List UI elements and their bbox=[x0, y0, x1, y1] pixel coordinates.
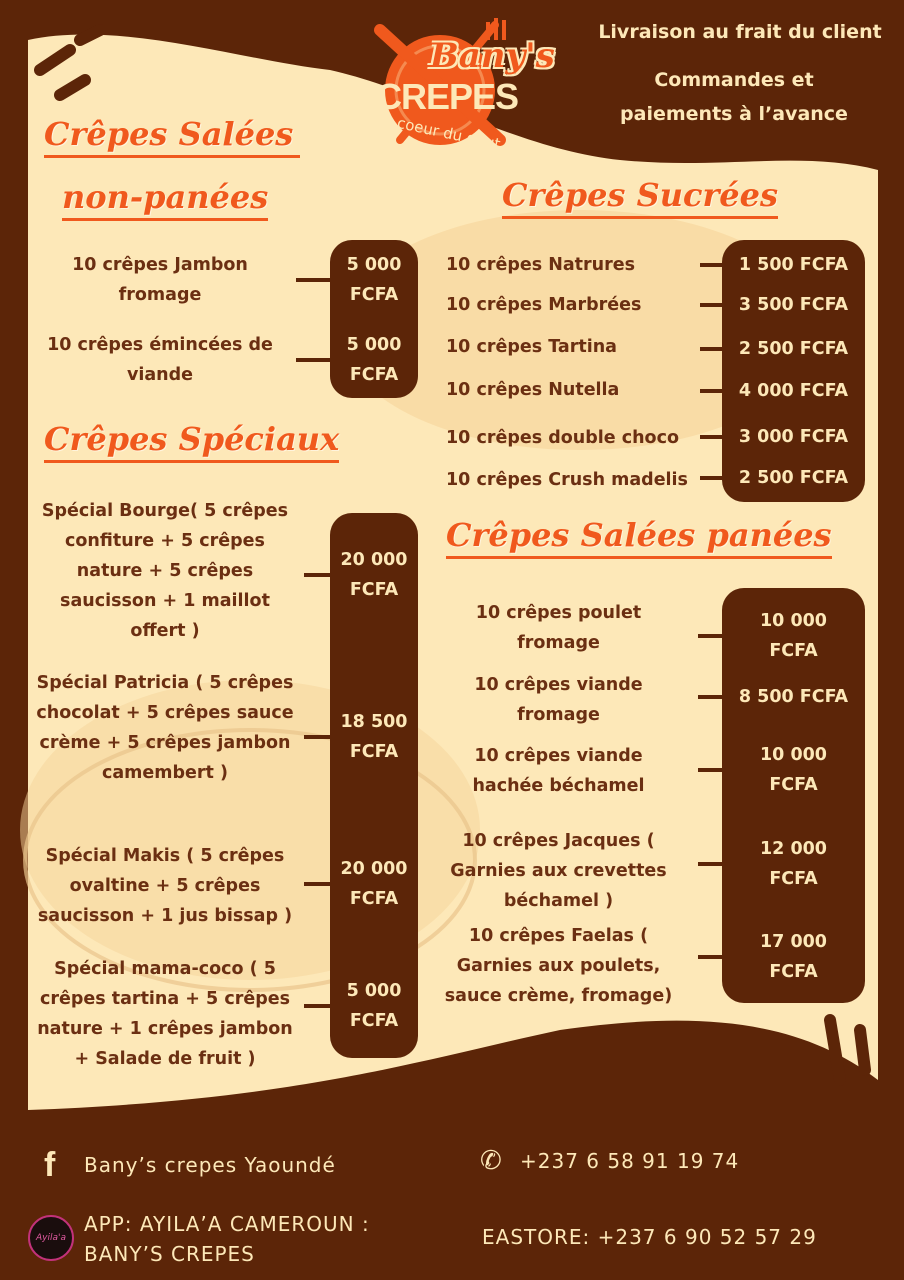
menu-item-name: 10 crêpes émincées de viande bbox=[47, 335, 273, 385]
section-title-sucrees: Crêpes Sucrées bbox=[502, 176, 779, 219]
menu-item-price: 5 000 FCFA bbox=[346, 981, 402, 1031]
menu-item-price: 5 000 FCFA bbox=[346, 255, 402, 305]
section-title-speciaux: Crêpes Spéciaux bbox=[44, 420, 340, 463]
price-pill-speciaux bbox=[330, 513, 418, 1058]
menu-item-price: 17 000 FCFA bbox=[760, 932, 827, 982]
menu-item-price: 4 000 FCFA bbox=[738, 381, 849, 401]
section-title-salees: Crêpes Salées bbox=[44, 115, 300, 158]
app-info: APP: AYILA’A CAMEROUN : BANY’S CREPES bbox=[84, 1212, 370, 1266]
connector-line bbox=[700, 435, 726, 439]
menu-item-name: Spécial Bourge( 5 crêpes confiture + 5 c… bbox=[41, 501, 289, 641]
menu-item-price: 10 000 FCFA bbox=[760, 611, 827, 661]
menu-item-price: 1 500 FCFA bbox=[738, 255, 849, 275]
menu-item-price: 2 500 FCFA bbox=[738, 339, 849, 359]
logo: Bany's CREPES Au coeur du gout bbox=[370, 10, 590, 153]
connector-line bbox=[304, 882, 334, 886]
menu-item-price: 20 000 FCFA bbox=[340, 550, 408, 600]
menu-item-price: 2 500 FCFA bbox=[738, 468, 849, 488]
order-info-line2: paiements à l’avance bbox=[620, 103, 848, 125]
menu-item-name: 10 crêpes Natrures bbox=[446, 255, 636, 275]
menu-item-name: 10 crêpes Jambon fromage bbox=[72, 255, 248, 305]
connector-line bbox=[296, 358, 334, 362]
price-pill-sucrees bbox=[722, 240, 865, 502]
menu-item-name: 10 crêpes double choco bbox=[446, 428, 679, 448]
menu-item-price: 12 000 FCFA bbox=[760, 839, 827, 889]
connector-line bbox=[700, 303, 726, 307]
eastore-phone[interactable]: EASTORE: +237 6 90 52 57 29 bbox=[482, 1225, 817, 1249]
price-pill-salees_non_panees bbox=[330, 240, 418, 398]
connector-line bbox=[304, 573, 334, 577]
connector-line bbox=[698, 862, 726, 866]
connector-line bbox=[698, 768, 726, 772]
connector-line bbox=[698, 955, 726, 959]
app-logo: Ayila'a bbox=[28, 1215, 74, 1261]
brand-name-top: Bany's bbox=[430, 36, 555, 76]
connector-line bbox=[304, 735, 334, 739]
connector-line bbox=[304, 1004, 334, 1008]
connector-line bbox=[700, 476, 726, 480]
connector-line bbox=[700, 263, 726, 267]
price-pill-salees_panees bbox=[722, 588, 865, 1003]
plate-fork-knife-icon bbox=[374, 18, 506, 146]
menu-item-price: 8 500 FCFA bbox=[738, 687, 849, 707]
connector-line bbox=[698, 695, 726, 699]
menu-item-name: 10 crêpes Faelas ( Garnies aux poulets, … bbox=[444, 926, 673, 1006]
menu-item-price: 5 000 FCFA bbox=[346, 335, 402, 385]
menu-item-name: 10 crêpes Crush madelis bbox=[446, 470, 688, 490]
phone-number[interactable]: +237 6 58 91 19 74 bbox=[520, 1149, 740, 1173]
menu-item-name: 10 crêpes Marbrées bbox=[446, 295, 642, 315]
menu-item-name: 10 crêpes viande hachée béchamel bbox=[472, 746, 645, 796]
menu-item-name: Spécial mama-coco ( 5 crêpes tartina + 5… bbox=[37, 959, 293, 1069]
phone-icon: ✆ bbox=[480, 1146, 502, 1176]
menu-item-name: 10 crêpes poulet fromage bbox=[475, 603, 642, 653]
menu-item-name: Spécial Makis ( 5 crêpes ovaltine + 5 cr… bbox=[37, 846, 293, 926]
brand-name-bottom: CREPES bbox=[376, 76, 519, 117]
menu-item-name: 10 crêpes Jacques ( Garnies aux crevette… bbox=[450, 831, 667, 911]
section-title-non-panees: non-panées bbox=[62, 178, 269, 221]
connector-line bbox=[296, 278, 334, 282]
menu-item-name: 10 crêpes Tartina bbox=[446, 337, 617, 357]
connector-line bbox=[700, 389, 726, 393]
menu-item-price: 3 500 FCFA bbox=[738, 295, 849, 315]
menu-item-price: 3 000 FCFA bbox=[738, 427, 849, 447]
menu-item-name: 10 crêpes viande fromage bbox=[474, 675, 643, 725]
section-title-salees-panees: Crêpes Salées panées bbox=[446, 516, 832, 559]
facebook-icon: f bbox=[44, 1146, 56, 1184]
connector-line bbox=[700, 347, 726, 351]
menu-item-price: 18 500 FCFA bbox=[340, 712, 408, 762]
menu-item-name: Spécial Patricia ( 5 crêpes chocolat + 5… bbox=[36, 673, 294, 783]
connector-line bbox=[698, 634, 726, 638]
menu-item-price: 20 000 FCFA bbox=[340, 859, 408, 909]
delivery-info: Livraison au frait du client bbox=[598, 21, 882, 43]
menu-item-price: 10 000 FCFA bbox=[760, 745, 827, 795]
order-info-line1: Commandes et bbox=[654, 69, 814, 91]
facebook-page[interactable]: Bany’s crepes Yaoundé bbox=[84, 1153, 336, 1177]
menu-item-name: 10 crêpes Nutella bbox=[446, 380, 620, 400]
